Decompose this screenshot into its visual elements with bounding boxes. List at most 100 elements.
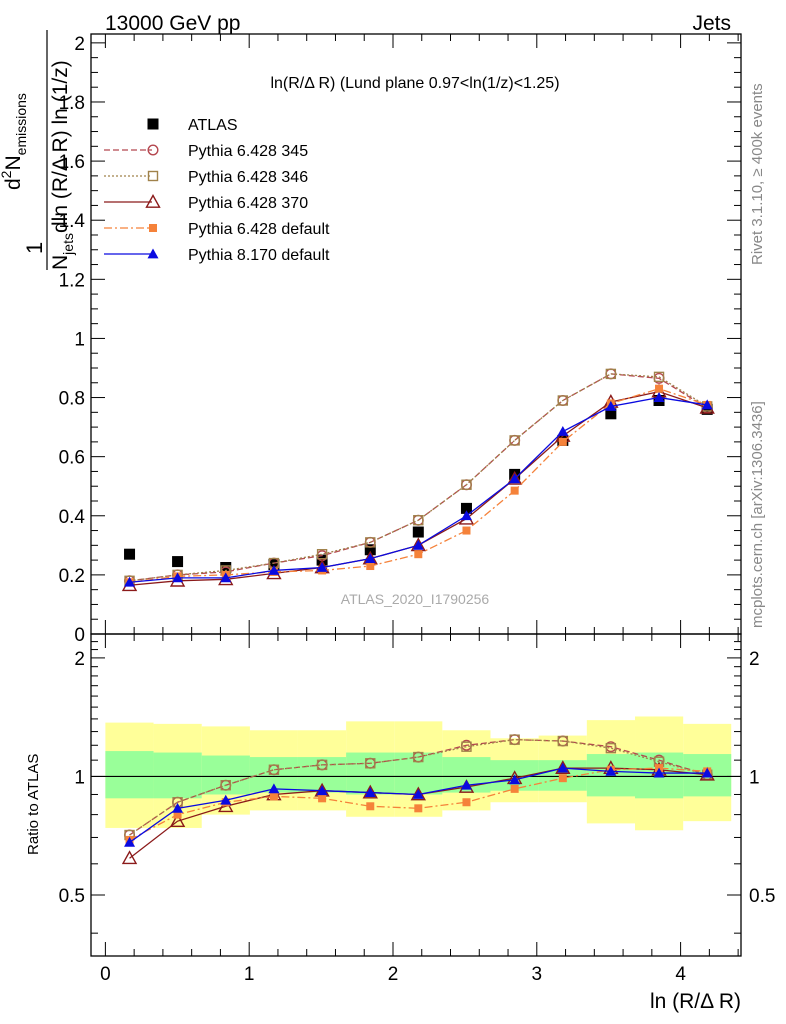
y-tick-label: 1.8 <box>59 93 85 114</box>
series-pythia-6-428-370 <box>121 383 715 592</box>
ratio-panel-layer <box>91 716 741 865</box>
data-point <box>653 392 665 402</box>
data-point <box>461 741 472 752</box>
data-point <box>460 510 472 521</box>
analysis-watermark: ATLAS_2020_I1790256 <box>341 591 490 607</box>
legend-marker <box>147 248 159 259</box>
panel-frames: 0 1 2 3 4 0 0.2 0.4 0.6 0.8 1 1.2 1.4 1.6 1.8 2 1 1 2 2 0.5 0… <box>59 33 775 985</box>
data-point <box>701 767 713 778</box>
data-point <box>605 400 617 411</box>
data-point <box>316 785 328 796</box>
series-line <box>129 739 708 836</box>
ratio-y-tick-label: 1 <box>74 767 85 788</box>
legend-entry: Pythia 6.428 370 <box>104 194 308 212</box>
ratio-band-inner-bin <box>105 751 154 799</box>
data-point <box>460 502 472 514</box>
data-point <box>364 787 376 797</box>
data-point <box>555 760 571 775</box>
data-point <box>510 486 519 495</box>
data-point <box>460 779 472 790</box>
data-point <box>462 798 471 807</box>
series-pythia-6-428-346 <box>124 734 713 841</box>
data-point <box>509 734 520 745</box>
rivet-label: Rivet 3.1.10, ≥ 400k events <box>749 83 766 265</box>
y-label-num-sub: emissions <box>13 93 29 155</box>
y-label-numerator: d2Nemissions <box>0 93 29 190</box>
data-point <box>557 426 569 436</box>
x-axis-label: ln (R/Δ R) <box>650 990 741 1013</box>
y-tick-label: 1 <box>74 329 85 350</box>
data-point <box>268 764 280 775</box>
ratio-panel-frame <box>90 633 742 957</box>
data-point <box>414 804 423 813</box>
x-tick-label: 3 <box>532 964 543 985</box>
series-pythia-8-170-default <box>124 392 713 587</box>
data-point <box>268 559 280 571</box>
y-label-denominator: Njetsdln (R/Δ R) ln (1/z) <box>49 60 76 270</box>
data-point <box>509 473 521 484</box>
legend-label: Pythia 6.428 370 <box>188 195 308 212</box>
data-point <box>461 479 472 490</box>
data-point <box>605 765 617 776</box>
legend-label: Pythia 8.170 default <box>188 247 330 264</box>
y-label-num-sup: 2 <box>0 170 14 178</box>
data-point <box>316 561 328 572</box>
data-point <box>605 368 617 380</box>
legend-entry: Pythia 6.428 default <box>104 221 330 238</box>
data-point <box>509 435 520 446</box>
y-tick-label: 0.4 <box>59 507 86 528</box>
ratio-band-inner-bin <box>153 752 202 799</box>
energy-label: 13000 GeV pp <box>105 12 240 35</box>
data-point <box>364 553 376 564</box>
data-point <box>169 813 186 828</box>
data-point <box>172 572 184 583</box>
data-point <box>220 794 232 805</box>
x-tick-label: 4 <box>675 964 686 985</box>
legend-marker <box>147 118 159 130</box>
data-point <box>316 548 328 560</box>
legend-marker <box>149 224 157 232</box>
legend-label: Pythia 6.428 default <box>188 221 330 238</box>
legend-entry: Pythia 8.170 default <box>104 247 330 264</box>
data-point <box>124 548 136 560</box>
data-point <box>366 562 375 571</box>
y-label-den-sub: jets <box>60 233 76 256</box>
data-point <box>510 784 519 793</box>
data-point <box>364 544 376 556</box>
data-point <box>365 537 376 548</box>
data-point <box>414 550 423 559</box>
data-point <box>558 774 567 783</box>
y-tick-label: 0.2 <box>59 566 85 587</box>
y-tick-label: 1.6 <box>59 152 85 173</box>
x-tick-label: 2 <box>388 964 399 985</box>
legend-label: Pythia 6.428 346 <box>188 169 308 186</box>
y-label-num-n: N <box>2 155 25 170</box>
y-tick-label: 1.2 <box>59 270 85 291</box>
data-point <box>412 539 424 550</box>
plot-title: ln(R/Δ R) (Lund plane 0.97<ln(1/z)<1.25) <box>270 75 559 92</box>
x-tick-label: 1 <box>244 964 255 985</box>
main-data-layer <box>121 368 715 592</box>
y-tick-label: 0.6 <box>59 448 85 469</box>
ratio-y-tick-label-right: 1 <box>749 767 760 788</box>
data-point <box>365 758 376 769</box>
series-pythia-6-428-default <box>125 384 712 587</box>
data-point <box>124 576 136 587</box>
data-point <box>462 526 471 535</box>
data-point <box>557 762 569 773</box>
y-label-den-rest: dln (R/Δ R) ln (1/z) <box>49 60 72 233</box>
data-point <box>366 802 375 811</box>
process-label: Jets <box>692 12 731 35</box>
y-tick-label: 0 <box>74 625 85 646</box>
ratio-y-tick-label: 0.5 <box>59 886 85 907</box>
data-point <box>172 556 184 568</box>
legend-entry: Pythia 6.428 345 <box>104 143 308 160</box>
data-point <box>173 810 182 819</box>
legend-marker <box>147 170 159 182</box>
data-point <box>557 735 569 747</box>
data-point <box>412 526 424 538</box>
y-tick-label: 1.4 <box>59 211 86 232</box>
data-point <box>557 395 569 406</box>
main-y-axis-label: 1 Njetsdln (R/Δ R) ln (1/z) d2Nemissions <box>0 30 76 270</box>
y-label-one: 1 <box>22 242 47 254</box>
